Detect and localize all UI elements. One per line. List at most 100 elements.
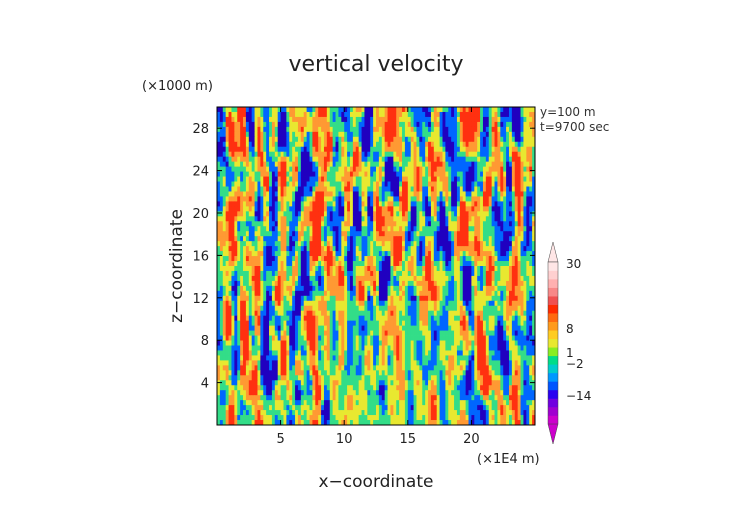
heatmap-cell: [407, 186, 412, 192]
heatmap-cell: [260, 280, 264, 287]
heatmap-cell: [448, 146, 452, 153]
heatmap-cell: [436, 325, 440, 331]
heatmap-cell: [514, 131, 519, 138]
heatmap-cell: [413, 236, 417, 242]
heatmap-cell: [248, 161, 253, 168]
heatmap-cell: [321, 266, 325, 272]
heatmap-cell: [292, 226, 296, 232]
heatmap-cell: [376, 206, 380, 212]
heatmap-cell: [439, 231, 443, 237]
heatmap-cell: [399, 275, 403, 282]
heatmap-cell: [271, 270, 276, 277]
heatmap-cell: [425, 241, 429, 247]
heatmap-cell: [506, 275, 510, 282]
heatmap-cell: [474, 116, 478, 123]
heatmap-cell: [260, 116, 264, 123]
heatmap-cell: [352, 171, 357, 177]
heatmap-cell: [454, 315, 458, 322]
heatmap-cell: [277, 221, 281, 227]
heatmap-cell: [445, 201, 449, 207]
heatmap-cell: [390, 206, 394, 212]
heatmap-cell: [520, 166, 524, 172]
heatmap-cell: [474, 315, 478, 322]
heatmap-cell: [341, 251, 345, 257]
heatmap-cell: [442, 251, 446, 257]
heatmap-cell: [511, 231, 516, 237]
heatmap-cell: [269, 131, 273, 138]
heatmap-cell: [248, 216, 253, 222]
heatmap-cell: [416, 261, 420, 267]
heatmap-cell: [529, 141, 533, 148]
heatmap-cell: [237, 196, 241, 202]
heatmap-cell: [523, 151, 527, 158]
heatmap-cell: [407, 141, 412, 148]
heatmap-cell: [329, 211, 334, 217]
heatmap-cell: [451, 161, 455, 168]
heatmap-cell: [497, 315, 501, 322]
heatmap-cell: [428, 161, 432, 168]
heatmap-cell: [413, 300, 417, 307]
heatmap-cell: [306, 161, 310, 168]
heatmap-cell: [349, 176, 354, 182]
heatmap-cell: [448, 251, 452, 257]
heatmap-cell: [283, 310, 287, 317]
heatmap-cell: [468, 171, 472, 177]
heatmap-cell: [292, 280, 296, 287]
heatmap-cell: [494, 116, 498, 123]
heatmap-cell: [454, 236, 458, 242]
heatmap-cell: [352, 141, 357, 148]
heatmap-cell: [439, 216, 443, 222]
heatmap-cell: [517, 231, 521, 237]
heatmap-cell: [407, 251, 412, 257]
heatmap-cell: [231, 275, 235, 282]
heatmap-cell: [234, 116, 238, 123]
heatmap-cell: [225, 121, 229, 128]
heatmap-cell: [462, 171, 467, 177]
heatmap-cell: [529, 111, 533, 118]
heatmap-cell: [480, 236, 484, 242]
heatmap-cell: [422, 196, 426, 202]
heatmap-cell: [271, 186, 276, 192]
heatmap-cell: [404, 226, 409, 232]
heatmap-cell: [529, 261, 533, 267]
heatmap-cell: [410, 256, 414, 262]
heatmap-cell: [445, 206, 449, 212]
heatmap-cell: [271, 176, 276, 182]
heatmap-cell: [243, 166, 247, 172]
heatmap-cell: [263, 201, 267, 207]
heatmap-cell: [289, 300, 293, 307]
heatmap-cell: [407, 181, 412, 187]
heatmap-cell: [283, 116, 287, 123]
heatmap-cell: [407, 131, 412, 138]
heatmap-cell: [312, 176, 316, 182]
heatmap-cell: [286, 196, 290, 202]
heatmap-cell: [283, 111, 287, 118]
heatmap-cell: [326, 107, 331, 113]
heatmap-cell: [497, 151, 501, 158]
heatmap-cell: [277, 290, 281, 297]
heatmap-cell: [529, 156, 533, 163]
heatmap-cell: [269, 266, 273, 272]
heatmap-cell: [274, 246, 279, 252]
heatmap-cell: [341, 166, 345, 172]
heatmap-cell: [341, 315, 345, 322]
heatmap-cell: [451, 107, 455, 113]
heatmap-cell: [520, 156, 524, 163]
heatmap-cell: [445, 261, 449, 267]
heatmap-cell: [381, 266, 386, 272]
heatmap-cell: [361, 241, 365, 247]
heatmap-cell: [292, 136, 296, 143]
heatmap-cell: [517, 171, 521, 177]
heatmap-cell: [373, 315, 377, 322]
heatmap-cell: [419, 156, 423, 163]
heatmap-cell: [413, 146, 417, 153]
heatmap-cell: [451, 325, 455, 331]
heatmap-cell: [234, 280, 238, 287]
heatmap-cell: [263, 231, 267, 237]
heatmap-cell: [497, 231, 501, 237]
heatmap-cell: [448, 280, 452, 287]
heatmap-cell: [491, 270, 495, 277]
heatmap-cell: [335, 121, 339, 128]
heatmap-cell: [361, 231, 365, 237]
heatmap-cell: [243, 246, 247, 252]
